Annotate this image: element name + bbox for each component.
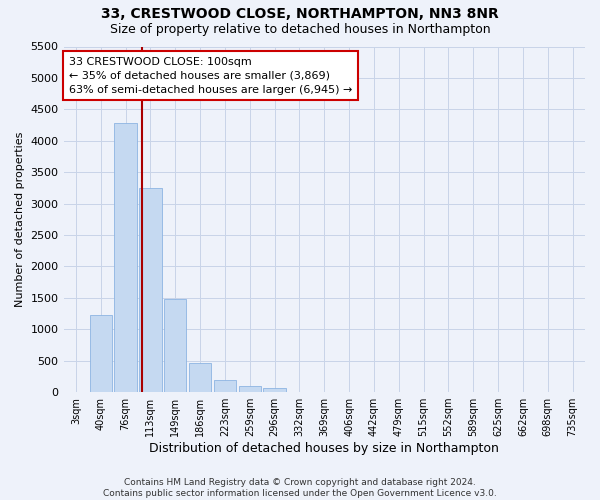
Bar bbox=[89, 315, 112, 392]
Text: Size of property relative to detached houses in Northampton: Size of property relative to detached ho… bbox=[110, 22, 490, 36]
Bar bbox=[189, 362, 211, 392]
X-axis label: Distribution of detached houses by size in Northampton: Distribution of detached houses by size … bbox=[149, 442, 499, 455]
Bar bbox=[164, 299, 187, 392]
Bar bbox=[115, 123, 137, 392]
Text: 33, CRESTWOOD CLOSE, NORTHAMPTON, NN3 8NR: 33, CRESTWOOD CLOSE, NORTHAMPTON, NN3 8N… bbox=[101, 8, 499, 22]
Bar bbox=[214, 380, 236, 392]
Y-axis label: Number of detached properties: Number of detached properties bbox=[15, 132, 25, 307]
Text: Contains HM Land Registry data © Crown copyright and database right 2024.
Contai: Contains HM Land Registry data © Crown c… bbox=[103, 478, 497, 498]
Bar bbox=[263, 388, 286, 392]
Bar bbox=[239, 386, 261, 392]
Bar bbox=[139, 188, 161, 392]
Text: 33 CRESTWOOD CLOSE: 100sqm
← 35% of detached houses are smaller (3,869)
63% of s: 33 CRESTWOOD CLOSE: 100sqm ← 35% of deta… bbox=[69, 57, 352, 95]
